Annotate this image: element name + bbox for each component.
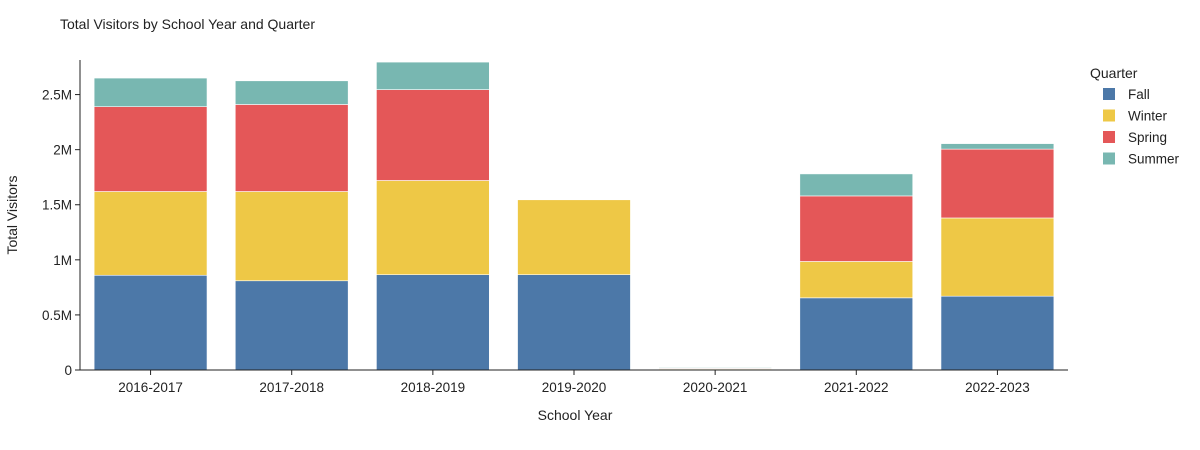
bar-summer-2017-2018 (235, 81, 348, 105)
bar-winter-2016-2017 (94, 192, 207, 276)
bar-fall-2022-2023 (941, 296, 1054, 370)
y-axis-title: Total Visitors (4, 175, 20, 254)
bar-spring-2022-2023 (941, 149, 1054, 218)
legend-swatch-summer (1103, 153, 1115, 165)
legend: Quarter Fall Winter Spring Summer (1090, 65, 1180, 167)
x-tick-label: 2016-2017 (118, 380, 183, 395)
x-tick-label: 2019-2020 (542, 380, 607, 395)
legend-label-fall: Fall (1128, 87, 1150, 102)
legend-title: Quarter (1090, 65, 1138, 81)
x-tick-label: 2020-2021 (683, 380, 748, 395)
plot-area (94, 62, 1054, 370)
y-tick-label: 2.5M (42, 88, 72, 103)
y-tick-label: 1.5M (42, 198, 72, 213)
x-tick-label: 2017-2018 (259, 380, 324, 395)
bar-fall-2016-2017 (94, 275, 207, 370)
x-axis-title: School Year (538, 407, 613, 423)
legend-swatch-winter (1103, 110, 1115, 122)
y-tick-label: 0.5M (42, 308, 72, 323)
bar-summer-2022-2023 (941, 144, 1054, 150)
legend-label-summer: Summer (1128, 152, 1180, 167)
legend-label-winter: Winter (1128, 109, 1168, 124)
bar-fall-2018-2019 (376, 275, 489, 370)
chart-title: Total Visitors by School Year and Quarte… (60, 16, 315, 32)
legend-label-spring: Spring (1128, 130, 1167, 145)
bar-spring-2018-2019 (376, 90, 489, 181)
bar-winter-2022-2023 (941, 218, 1054, 296)
y-tick-label: 2M (53, 143, 72, 158)
bar-fall-2017-2018 (235, 281, 348, 370)
bar-summer-2018-2019 (376, 62, 489, 90)
legend-swatch-spring (1103, 131, 1115, 143)
x-tick-label: 2022-2023 (965, 380, 1030, 395)
bar-winter-2021-2022 (800, 261, 913, 297)
bar-spring-2021-2022 (800, 196, 913, 262)
bar-summer-2020-2021 (659, 368, 772, 369)
bar-winter-2019-2020 (518, 200, 631, 275)
legend-swatch-fall (1103, 88, 1115, 100)
y-tick-label: 0 (64, 363, 72, 378)
x-tick-label: 2018-2019 (401, 380, 466, 395)
bar-fall-2019-2020 (518, 275, 631, 370)
bar-spring-2016-2017 (94, 107, 207, 192)
bar-winter-2017-2018 (235, 192, 348, 281)
bar-fall-2021-2022 (800, 298, 913, 370)
bar-summer-2021-2022 (800, 174, 913, 196)
y-tick-label: 1M (53, 253, 72, 268)
y-axis: 0 0.5M 1M 1.5M 2M 2.5M (42, 60, 80, 378)
bar-winter-2018-2019 (376, 181, 489, 275)
bar-summer-2016-2017 (94, 78, 207, 107)
bar-spring-2017-2018 (235, 104, 348, 191)
x-tick-label: 2021-2022 (824, 380, 889, 395)
x-axis: 2016-2017 2017-2018 2018-2019 2019-2020 2020… (80, 370, 1068, 395)
